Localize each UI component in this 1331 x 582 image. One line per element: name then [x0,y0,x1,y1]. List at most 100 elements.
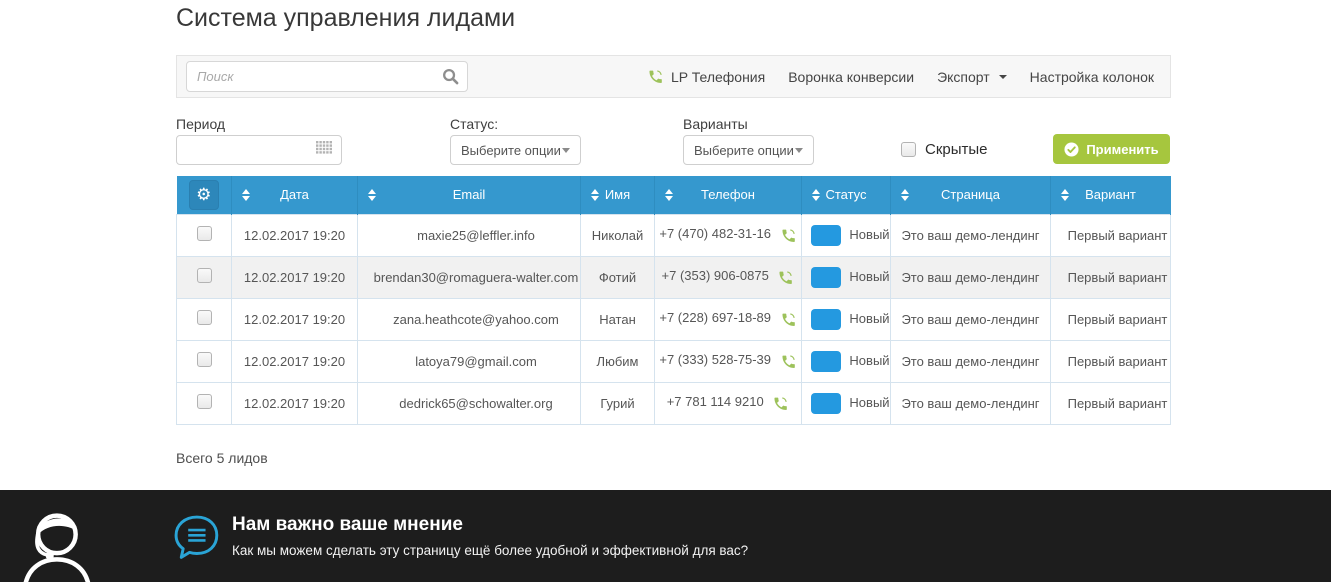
lp-telephony-link[interactable]: LP Телефония [647,68,765,85]
sort-icon[interactable] [1061,188,1069,201]
cell-select [176,381,232,425]
check-circle-icon [1064,141,1079,157]
cell-variant: Первый вариант [1050,381,1171,425]
cell-name: Николай [580,213,655,257]
cell-name: Фотий [580,255,655,299]
export-dropdown[interactable]: Экспорт [937,69,1007,85]
cell-email: zana.heathcote@yahoo.com [357,297,581,341]
variants-filter-label: Варианты [683,116,748,132]
hidden-checkbox[interactable] [901,142,916,157]
cell-page: Это ваш демо-лендинг [890,255,1051,299]
cell-date: 12.02.2017 19:20 [231,213,358,257]
toolbar-links: LP Телефония Воронка конверсии Экспорт Н… [647,68,1154,85]
column-header[interactable]: Статус [801,176,891,214]
apply-button[interactable]: Применить [1053,134,1170,164]
cell-status: Новый [801,213,891,257]
column-header[interactable]: Имя [580,176,655,214]
phone-icon[interactable] [772,395,789,412]
lp-telephony-label: LP Телефония [670,68,766,85]
column-header[interactable]: Вариант [1050,176,1171,214]
cell-select [176,297,232,341]
support-agent-icon [23,513,91,582]
cell-name: Натан [580,297,655,341]
search-wrap [186,61,468,92]
cell-phone: +7 781 114 9210 [654,381,802,425]
chevron-down-icon [562,147,570,153]
column-header[interactable]: Email [357,176,581,214]
feedback-subtitle: Как мы можем сделать эту страницу ещё бо… [232,543,749,558]
cell-variant: Первый вариант [1050,297,1171,341]
sort-icon[interactable] [368,188,376,201]
cell-status: Новый [801,339,891,383]
export-label: Экспорт [937,68,990,85]
cell-name: Гурий [580,381,655,425]
status-select[interactable]: Выберите опции [450,135,581,165]
sort-icon[interactable] [591,188,599,201]
row-checkbox[interactable] [196,226,212,241]
status-label: Новый [849,352,890,368]
phone-icon[interactable] [780,311,797,328]
status-select-value: Выберите опции [461,142,561,158]
table-row: 12.02.2017 19:20 brendan30@romaguera-walt… [176,255,1171,299]
column-settings-link[interactable]: Настройка колонок [1030,69,1154,85]
gear-column-header: ⚙ [176,176,232,214]
leads-total-summary: Всего 5 лидов [176,450,268,466]
phone-icon[interactable] [780,227,797,244]
status-filter-label: Статус: [450,116,499,132]
feedback-footer: Нам важно ваше мнение Как мы можем сдела… [0,490,1331,582]
calendar-icon [316,140,332,160]
phone-icon[interactable] [777,269,794,286]
column-header-label: Телефон [701,187,755,203]
row-checkbox[interactable] [196,268,212,283]
cell-date: 12.02.2017 19:20 [231,297,358,341]
status-label: Новый [849,226,890,242]
sort-icon[interactable] [901,188,909,201]
conversion-funnel-label: Воронка конверсии [788,68,915,85]
cell-page: Это ваш демо-лендинг [890,297,1051,341]
cell-page: Это ваш демо-лендинг [890,213,1051,257]
column-header[interactable]: Телефон [654,176,802,214]
row-checkbox[interactable] [196,352,212,367]
cell-email: maxie25@leffler.info [357,213,581,257]
status-badge [811,350,842,372]
period-date-input[interactable] [176,135,342,165]
column-header[interactable]: Страница [890,176,1051,214]
table-row: 12.02.2017 19:20 latoya79@gmail.com Любим +… [176,339,1171,383]
cell-variant: Первый вариант [1050,213,1171,257]
row-checkbox[interactable] [196,310,212,325]
sort-icon[interactable] [242,188,250,201]
variants-select[interactable]: Выберите опции [683,135,814,165]
speech-bubble-icon [174,515,219,559]
cell-select [176,213,232,257]
cell-name: Любим [580,339,655,383]
leads-table: ⚙ Дата Email Имя Телефон Статус Страница Вариа… [176,176,1171,425]
status-badge [811,266,842,288]
table-body: 12.02.2017 19:20 maxie25@leffler.info Нико… [176,213,1171,425]
sort-icon[interactable] [812,188,820,201]
column-header-label: Email [452,187,486,203]
cell-status: Новый [801,297,891,341]
cell-date: 12.02.2017 19:20 [231,381,358,425]
column-header-label: Страница [941,187,1000,203]
hidden-checkbox-label: Скрытые [925,141,988,158]
search-icon[interactable] [442,68,459,90]
conversion-funnel-link[interactable]: Воронка конверсии [788,69,914,85]
sort-icon[interactable] [665,188,673,201]
phone-icon[interactable] [780,353,797,370]
page-title: Система управления лидами [176,4,516,32]
cell-variant: Первый вариант [1050,255,1171,299]
column-header[interactable]: Дата [231,176,358,214]
table-row: 12.02.2017 19:20 dedrick65@schowalter.org… [176,381,1171,425]
row-checkbox[interactable] [196,394,212,409]
search-input[interactable] [186,61,468,92]
cell-phone: +7 (228) 697-18-89 [654,297,802,341]
cell-status: Новый [801,381,891,425]
cell-phone: +7 (470) 482-31-16 [654,213,802,257]
gear-icon[interactable]: ⚙ [188,179,219,210]
status-badge [811,392,842,414]
cell-date: 12.02.2017 19:20 [231,339,358,383]
status-label: Новый [849,310,890,326]
cell-variant: Первый вариант [1050,339,1171,383]
table-row: 12.02.2017 19:20 maxie25@leffler.info Нико… [176,213,1171,257]
apply-button-label: Применить [1086,141,1159,157]
